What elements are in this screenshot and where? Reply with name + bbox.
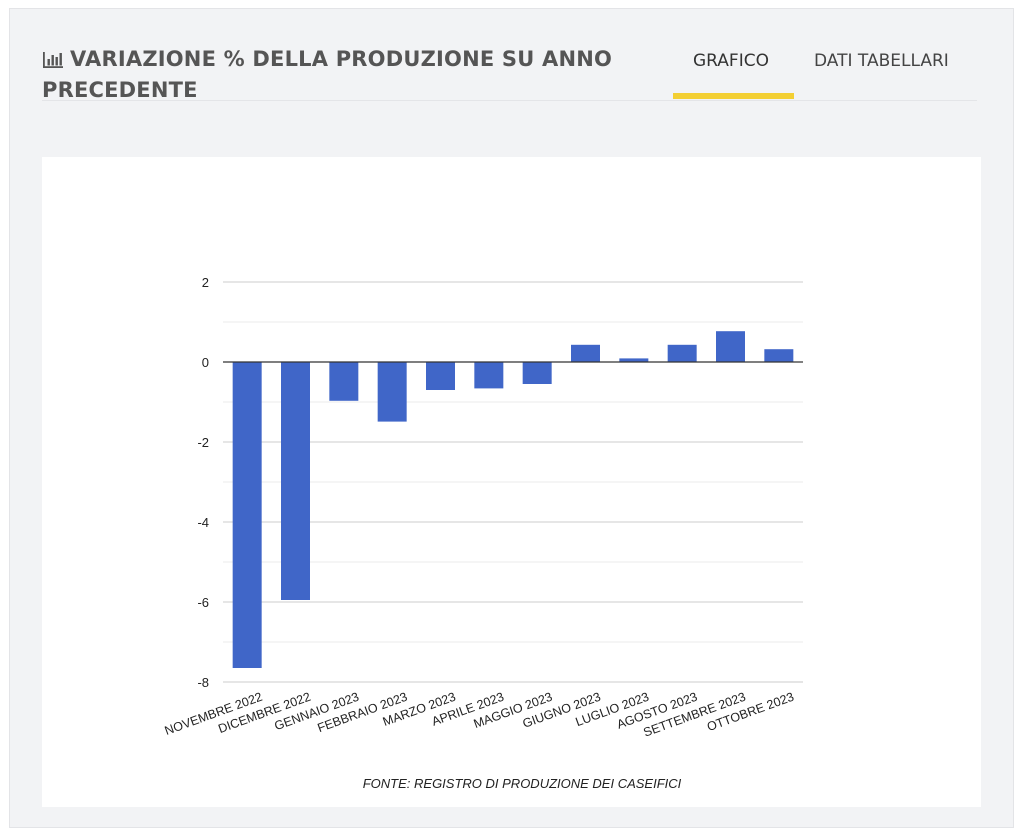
y-tick-label: -8 [197, 675, 209, 690]
y-tick-label: 0 [202, 355, 209, 370]
y-tick-label: -6 [197, 595, 209, 610]
bar [619, 358, 649, 362]
active-tab-indicator [673, 93, 794, 99]
y-tick-label: -4 [197, 515, 209, 530]
bar [716, 331, 745, 362]
bar [281, 362, 310, 600]
bar [571, 344, 600, 362]
bar [474, 362, 504, 389]
tab-grafico[interactable]: GRAFICO [693, 51, 769, 71]
bar [667, 344, 697, 362]
header-divider [42, 100, 977, 101]
bar [764, 349, 794, 362]
tab-dati-tabellari[interactable]: DATI TABELLARI [814, 51, 949, 71]
bar [329, 362, 359, 401]
source-note: FONTE: REGISTRO DI PRODUZIONE DEI CASEIF… [363, 776, 682, 791]
chart-title: VARIAZIONE % DELLA PRODUZIONE SU ANNO PR… [42, 45, 642, 104]
chart-title-text: VARIAZIONE % DELLA PRODUZIONE SU ANNO PR… [42, 47, 613, 102]
bar [377, 362, 407, 422]
chart-card: 2 0 -2 -4 -6 -8 NOVEMBRE 2022 DICEMBRE 2022 GEN… [42, 157, 981, 807]
bar [522, 362, 552, 384]
bar-chart-icon [42, 48, 64, 76]
bar [232, 362, 262, 668]
y-tick-label: 2 [202, 275, 209, 290]
y-tick-label: -2 [197, 435, 209, 450]
chart-panel: VARIAZIONE % DELLA PRODUZIONE SU ANNO PR… [9, 8, 1014, 828]
bar [426, 362, 455, 390]
